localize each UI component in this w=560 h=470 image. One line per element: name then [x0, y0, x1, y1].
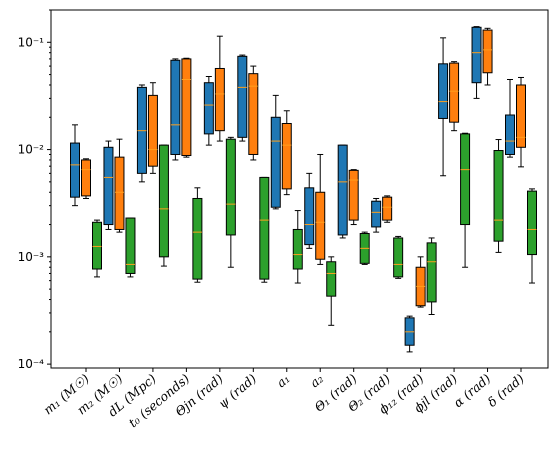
- box-2-series-1: [147, 82, 158, 174]
- box-body: [527, 190, 537, 256]
- box-body: [114, 156, 125, 230]
- box-4-series-1: [214, 35, 225, 142]
- x-tick-label: a₁: [274, 371, 293, 391]
- box-2-series-2: [158, 144, 169, 267]
- box-5-series-1: [248, 65, 259, 161]
- box-10-series-1: [415, 256, 426, 308]
- x-tick-label: ψ (rad): [215, 371, 259, 411]
- box-5-series-2: [259, 176, 270, 283]
- box-11-series-1: [449, 61, 460, 132]
- box-body: [460, 133, 471, 226]
- x-tick-label: α (rad): [450, 371, 493, 411]
- box-1-series-0: [103, 140, 114, 230]
- y-tick-label: 10⁻²: [18, 143, 45, 157]
- box-body: [92, 221, 102, 270]
- y-tick-label: 10⁻¹: [18, 35, 45, 49]
- box-body: [315, 191, 326, 260]
- x-axis: m₁ (M☉)m₂ (M☉)dL (Mpc)t₀ (seconds)Θjn (r…: [40, 368, 527, 430]
- box-9-series-1: [382, 195, 393, 223]
- y-tick-label: 10⁻⁴: [18, 357, 45, 371]
- box-body: [382, 196, 393, 221]
- box-3-series-2: [192, 187, 203, 283]
- box-body: [393, 237, 404, 278]
- box-body: [337, 144, 348, 236]
- box-body: [426, 242, 437, 303]
- box-body: [292, 228, 303, 270]
- box-body: [103, 146, 114, 226]
- box-body: [493, 150, 504, 242]
- plot-frame: [50, 9, 549, 369]
- box-body: [214, 67, 225, 132]
- box-10-series-2: [426, 237, 437, 316]
- box-11-series-2: [460, 132, 471, 268]
- box-body: [505, 114, 515, 155]
- box-0-series-0: [70, 124, 80, 207]
- box-body: [170, 59, 181, 155]
- box-body: [449, 62, 460, 123]
- box-6-series-0: [270, 94, 281, 210]
- y-axis: 10⁻⁴ 10⁻³ 10⁻² 10⁻¹: [18, 9, 51, 371]
- box-12-series-2: [493, 139, 504, 253]
- box-4-series-0: [203, 75, 214, 146]
- box-8-series-1: [348, 169, 359, 226]
- box-0-series-1: [81, 158, 91, 199]
- box-body: [270, 116, 281, 208]
- box-body: [181, 58, 192, 157]
- box-7-series-1: [315, 153, 326, 265]
- box-13-series-1: [516, 76, 526, 168]
- box-9-series-0: [371, 197, 382, 233]
- box-3-series-1: [181, 57, 192, 158]
- box-3-series-0: [170, 58, 181, 161]
- box-body: [471, 26, 482, 84]
- box-body: [248, 73, 259, 155]
- box-7-series-0: [304, 172, 315, 249]
- boxes-layer: [70, 26, 537, 353]
- box-body: [304, 187, 315, 246]
- box-8-series-0: [337, 144, 348, 239]
- box-1-series-1: [114, 138, 125, 233]
- box-4-series-2: [225, 136, 236, 268]
- box-body: [371, 200, 382, 228]
- box-12-series-0: [471, 26, 482, 99]
- box-7-series-2: [326, 256, 337, 326]
- box-body: [81, 159, 91, 197]
- box-6-series-1: [281, 110, 292, 196]
- box-body: [516, 84, 526, 148]
- box-body: [438, 63, 449, 119]
- box-6-series-2: [292, 210, 303, 284]
- box-body: [482, 29, 493, 74]
- box-5-series-0: [237, 54, 248, 142]
- box-body: [192, 197, 203, 280]
- box-body: [237, 55, 248, 138]
- box-body: [326, 261, 337, 297]
- x-tick-label: a₂: [307, 371, 326, 391]
- y-tick-label: 10⁻³: [18, 250, 45, 264]
- box-body: [259, 176, 270, 280]
- box-2-series-0: [136, 84, 147, 183]
- box-8-series-2: [359, 231, 370, 265]
- box-11-series-0: [438, 37, 449, 177]
- box-0-series-2: [92, 219, 102, 278]
- box-body: [147, 94, 158, 167]
- box-body: [70, 142, 80, 198]
- box-body: [225, 138, 236, 236]
- box-body: [281, 122, 292, 190]
- box-13-series-0: [505, 78, 515, 158]
- box-12-series-1: [482, 27, 493, 86]
- box-body: [348, 169, 359, 221]
- box-9-series-2: [393, 235, 404, 279]
- x-tick-label: δ (rad): [485, 371, 527, 410]
- box-body: [158, 144, 169, 258]
- box-body: [125, 217, 136, 274]
- box-10-series-0: [404, 315, 415, 353]
- box-13-series-2: [527, 188, 537, 284]
- box-body: [203, 82, 214, 135]
- box-1-series-2: [125, 217, 136, 278]
